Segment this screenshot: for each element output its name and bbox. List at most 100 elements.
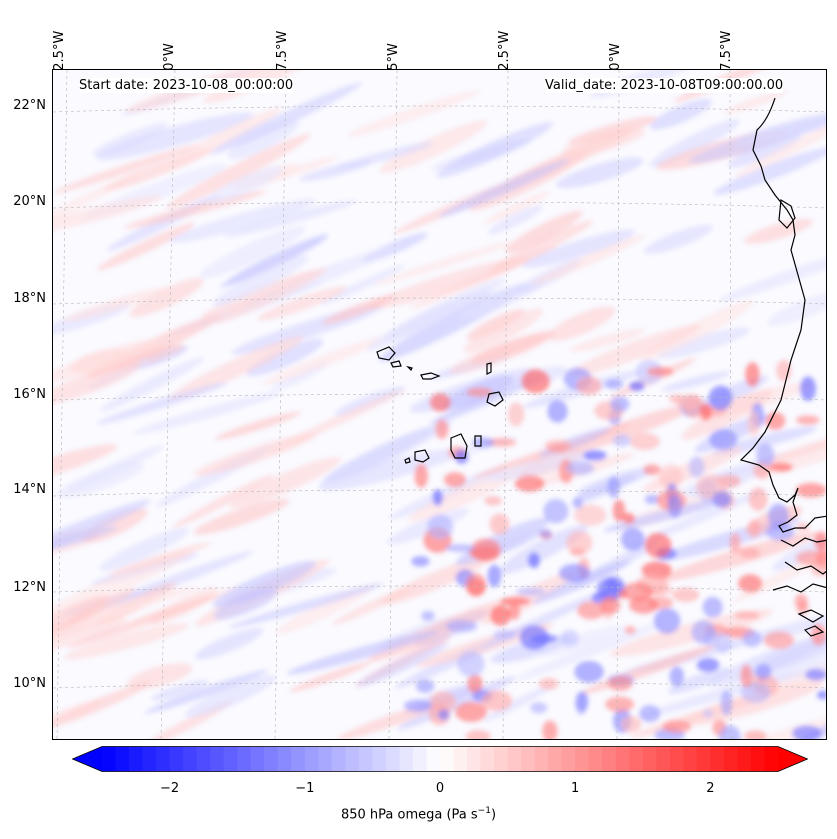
omega-cell xyxy=(641,561,672,580)
omega-cell xyxy=(565,461,595,475)
colorbar-band xyxy=(237,746,252,772)
omega-cell xyxy=(530,702,548,714)
colorbar xyxy=(72,746,808,772)
omega-streak xyxy=(719,250,826,302)
omega-streak xyxy=(210,82,362,155)
omega-streak xyxy=(159,107,282,172)
omega-streak xyxy=(569,328,646,352)
omega-cell xyxy=(667,494,683,518)
omega-cell xyxy=(639,705,661,723)
omega-streak xyxy=(53,444,118,487)
omega-field-map xyxy=(53,70,826,739)
colorbar-band xyxy=(453,746,468,772)
omega-cell xyxy=(466,387,493,398)
meridian-line xyxy=(160,70,176,739)
parallel-line xyxy=(53,201,826,209)
omega-cell xyxy=(443,472,467,488)
omega-streak xyxy=(151,679,209,701)
omega-cell xyxy=(573,496,583,510)
omega-cell xyxy=(467,579,486,596)
omega-streak xyxy=(257,286,347,321)
omega-streak xyxy=(53,681,151,730)
colorbar-band xyxy=(656,746,671,772)
omega-streak xyxy=(471,330,555,364)
omega-cell xyxy=(709,429,738,450)
parallel-line xyxy=(53,105,826,113)
colorbar-band xyxy=(129,746,143,772)
lat-tick-label: 22°N xyxy=(13,98,46,113)
colorbar-band xyxy=(561,746,576,772)
omega-cell xyxy=(766,522,795,541)
colorbar-band xyxy=(764,746,779,772)
omega-streak xyxy=(53,550,194,617)
omega-cell xyxy=(415,679,435,693)
omega-cell xyxy=(644,532,672,558)
omega-cell xyxy=(715,632,732,653)
omega-cell xyxy=(753,462,771,480)
coastline xyxy=(739,97,826,637)
meridian-line xyxy=(56,70,68,739)
parallel-line xyxy=(53,489,826,497)
omega-streak xyxy=(212,255,309,307)
omega-streak xyxy=(516,621,665,680)
omega-cell xyxy=(608,675,633,692)
coast-inlet xyxy=(780,537,826,547)
omega-streak xyxy=(185,675,276,718)
omega-cell xyxy=(542,720,558,739)
omega-streak xyxy=(57,462,145,498)
omega-streak xyxy=(223,200,358,237)
island-maio xyxy=(474,435,482,447)
omega-streak xyxy=(227,120,300,160)
omega-cell xyxy=(739,547,760,559)
omega-streak xyxy=(168,199,316,243)
colorbar-label: 850 hPa omega (Pa s−1) xyxy=(0,806,837,822)
omega-streak xyxy=(609,609,774,657)
omega-streak xyxy=(53,606,143,649)
omega-cell xyxy=(767,503,789,529)
omega-cell xyxy=(514,475,545,492)
omega-cell xyxy=(729,533,741,553)
omega-streak xyxy=(658,532,820,582)
parallel-line xyxy=(53,585,826,593)
omega-streak xyxy=(505,210,583,253)
omega-cell xyxy=(490,605,511,626)
omega-cell xyxy=(414,463,428,488)
omega-streak xyxy=(213,267,328,324)
omega-streak xyxy=(562,127,646,156)
omega-cell xyxy=(411,556,430,567)
omega-streak xyxy=(212,560,316,608)
colorbar-band xyxy=(264,746,279,772)
omega-streak xyxy=(108,542,212,576)
omega-cell xyxy=(421,610,435,622)
omega-cell xyxy=(662,720,692,733)
omega-cell xyxy=(507,402,525,427)
colorbar-band xyxy=(629,746,644,772)
omega-streak xyxy=(367,256,530,309)
omega-streak xyxy=(734,113,826,178)
colorbar-tick-label: −2 xyxy=(160,781,180,796)
omega-streak xyxy=(166,133,311,209)
omega-streak xyxy=(497,525,588,575)
omega-cell xyxy=(708,385,733,411)
omega-cell xyxy=(691,620,716,645)
omega-streak xyxy=(366,278,506,351)
omega-cell xyxy=(583,450,607,461)
meridian-line xyxy=(274,70,287,739)
omega-streak xyxy=(200,226,306,278)
colorbar-outline xyxy=(72,746,808,772)
omega-streak xyxy=(767,291,826,326)
omega-cell xyxy=(600,596,621,614)
omega-streak xyxy=(67,595,219,649)
colorbar-band xyxy=(602,746,617,772)
omega-cell xyxy=(744,730,767,739)
omega-streak xyxy=(483,684,553,722)
colorbar-band xyxy=(669,746,684,772)
colorbar-extend-low xyxy=(72,746,102,772)
omega-cell xyxy=(575,693,588,715)
omega-cell xyxy=(558,563,591,583)
omega-streak xyxy=(193,498,290,535)
lat-tick-label: 12°N xyxy=(13,580,46,595)
omega-streak xyxy=(532,560,631,604)
omega-streak xyxy=(731,537,826,604)
omega-cell xyxy=(455,701,488,722)
